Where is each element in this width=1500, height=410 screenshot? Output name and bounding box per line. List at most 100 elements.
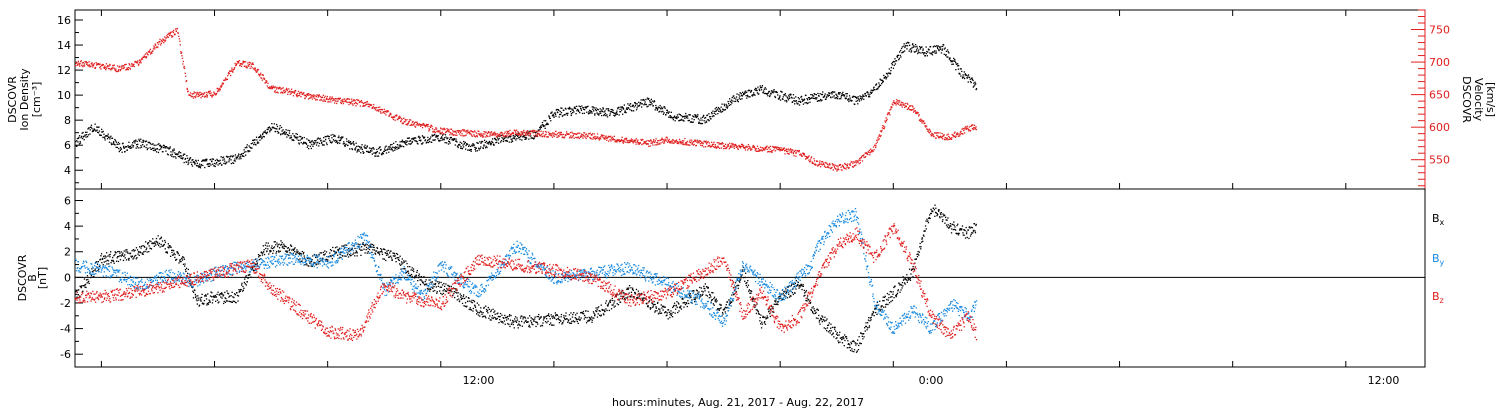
b-series-x-point	[383, 258, 385, 260]
velocity-series-point	[708, 142, 710, 144]
density-series-point	[907, 41, 909, 43]
density-series-point	[898, 59, 900, 61]
velocity-series-point	[230, 70, 232, 72]
density-series-point	[116, 143, 118, 145]
b-series-x-point	[148, 251, 150, 253]
velocity-series-point	[941, 136, 943, 138]
b-series-x-point	[183, 256, 185, 259]
velocity-series-point	[106, 65, 109, 68]
b-series-x-point	[85, 286, 87, 289]
velocity-series-point	[794, 149, 796, 152]
density-series-point	[660, 108, 662, 110]
velocity-series-point	[555, 134, 558, 136]
density-series-point	[717, 113, 719, 115]
density-series-point	[455, 140, 457, 142]
velocity-series-point	[515, 131, 517, 133]
density-series-point	[749, 89, 751, 92]
b-series-x-point	[378, 252, 380, 254]
velocity-series-point	[449, 134, 451, 136]
density-series-point	[658, 111, 660, 113]
velocity-series-point	[872, 146, 875, 148]
velocity-series-point	[564, 136, 566, 138]
density-series-point	[338, 135, 340, 137]
density-series-point	[698, 122, 700, 124]
b-series-x-point	[80, 287, 82, 289]
density-series-point	[81, 132, 83, 134]
velocity-series-point	[297, 95, 299, 97]
b-series-x-point	[144, 246, 146, 248]
density-series-point	[749, 96, 751, 98]
velocity-series-point	[890, 106, 892, 108]
b-series-x-point	[330, 250, 333, 252]
b-series-x-point	[264, 244, 266, 246]
velocity-series-point	[762, 147, 764, 149]
velocity-series-point	[379, 109, 381, 111]
velocity-series-point	[858, 163, 860, 165]
velocity-series-point	[654, 140, 656, 142]
density-series-point	[564, 107, 567, 109]
b-series-x-point	[346, 254, 349, 256]
density-series-point	[874, 89, 876, 91]
velocity-series-point	[507, 130, 510, 133]
velocity-series-point	[393, 115, 395, 118]
density-series-point	[950, 60, 953, 62]
density-series-point	[896, 56, 899, 58]
density-series-point	[676, 117, 678, 120]
b-series-x-point	[159, 238, 161, 240]
density-series-point	[371, 150, 373, 152]
velocity-series-point	[222, 83, 224, 85]
density-series-point	[438, 140, 441, 142]
b-series-x-point	[431, 286, 433, 288]
density-series-point	[195, 160, 197, 162]
velocity-series-point	[79, 65, 81, 67]
velocity-series-point	[954, 131, 956, 133]
density-series-point	[932, 51, 934, 53]
velocity-series-point	[282, 91, 284, 93]
b-series-x-point	[480, 311, 483, 313]
density-series-point	[444, 134, 447, 136]
velocity-series-point	[487, 131, 489, 133]
density-series-point	[421, 143, 423, 145]
velocity-series-point	[164, 39, 167, 41]
velocity-series-point	[324, 100, 326, 102]
velocity-series-point	[320, 99, 322, 101]
density-series-point	[234, 160, 236, 162]
velocity-series-point	[975, 126, 977, 128]
velocity-series-point	[414, 121, 416, 123]
density-series-point	[682, 119, 684, 121]
velocity-series-point	[475, 132, 478, 134]
velocity-series-point	[973, 124, 976, 126]
velocity-series-point	[486, 132, 489, 135]
density-series-point	[94, 128, 96, 131]
velocity-series-point	[121, 65, 123, 67]
density-series-point	[621, 109, 623, 111]
b-series-x-point	[121, 253, 123, 256]
velocity-series-point	[750, 149, 752, 151]
density-series-point	[113, 141, 115, 143]
density-series-point	[777, 94, 779, 96]
density-series-point	[805, 94, 807, 97]
velocity-series-point	[671, 142, 673, 144]
velocity-series-point	[576, 132, 578, 135]
velocity-series-point	[439, 132, 441, 134]
b-series-x-point	[310, 261, 313, 263]
density-series-point	[900, 49, 902, 52]
density-series-point	[460, 147, 462, 149]
b-series-x-point	[300, 260, 302, 263]
velocity-series-point	[105, 69, 107, 71]
b-series-x-point	[164, 241, 167, 243]
b-series-x-point	[192, 297, 195, 299]
velocity-series-point	[78, 62, 80, 64]
b-series-x-point	[159, 246, 161, 248]
velocity-series-point	[420, 124, 422, 126]
velocity-series-point	[237, 60, 239, 63]
density-series-point	[81, 137, 84, 140]
velocity-series-point	[774, 150, 777, 152]
b-series-x-point	[181, 257, 183, 259]
b-series-x-point	[482, 312, 484, 314]
b-series-x-point	[398, 259, 400, 262]
velocity-series-point	[862, 155, 864, 157]
density-series-point	[880, 79, 882, 81]
density-series-point	[882, 80, 884, 83]
density-series-point	[603, 111, 605, 113]
